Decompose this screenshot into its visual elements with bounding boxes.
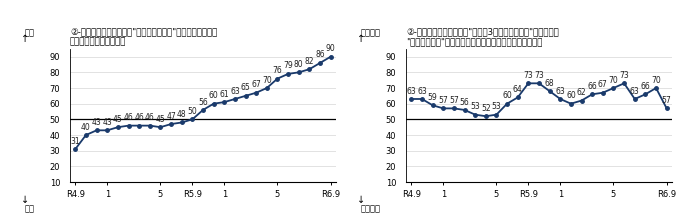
Text: 46: 46 [134, 113, 144, 122]
Text: 70: 70 [262, 75, 272, 85]
Text: 70: 70 [608, 75, 618, 85]
Text: 43: 43 [92, 118, 102, 127]
Text: 50: 50 [188, 107, 197, 116]
Text: 53: 53 [491, 102, 501, 111]
Text: 45: 45 [113, 115, 122, 124]
Text: 43: 43 [102, 118, 112, 127]
Text: 73: 73 [524, 71, 533, 80]
Text: 80: 80 [294, 60, 304, 69]
Text: ②-ア　国内の主食用米の"現在の米価水準"について、どう考
えていますか。（全体）: ②-ア 国内の主食用米の"現在の米価水準"について、どう考 えていますか。（全体… [70, 27, 217, 47]
Text: ↑: ↑ [357, 34, 365, 44]
Text: 57: 57 [438, 96, 448, 105]
Text: 76: 76 [272, 66, 282, 75]
Text: 86: 86 [315, 50, 325, 59]
Text: 63: 63 [555, 87, 565, 95]
Text: 67: 67 [598, 80, 608, 89]
Text: 57: 57 [449, 96, 458, 105]
Text: 31: 31 [71, 137, 80, 146]
Text: 60: 60 [209, 91, 218, 100]
Text: 73: 73 [620, 71, 629, 80]
Text: 63: 63 [230, 87, 240, 95]
Text: 59: 59 [428, 93, 438, 102]
Text: 79: 79 [284, 61, 293, 70]
Text: 66: 66 [640, 82, 650, 91]
Text: 67: 67 [251, 80, 261, 89]
Text: 56: 56 [460, 97, 470, 107]
Text: 46: 46 [124, 113, 134, 122]
Text: 82: 82 [304, 57, 314, 66]
Text: 40: 40 [81, 123, 91, 132]
Text: 66: 66 [587, 82, 597, 91]
Text: 65: 65 [241, 83, 251, 92]
Text: 63: 63 [417, 87, 427, 95]
Text: 56: 56 [198, 97, 208, 107]
Text: 90: 90 [326, 44, 335, 53]
Text: 45: 45 [155, 115, 165, 124]
Text: 高くなる: 高くなる [360, 29, 381, 38]
Text: 61: 61 [220, 90, 229, 99]
Text: 60: 60 [502, 91, 512, 100]
Text: 60: 60 [566, 91, 576, 100]
Text: 63: 63 [630, 87, 640, 95]
Text: ↑: ↑ [21, 34, 29, 44]
Text: 48: 48 [177, 110, 186, 119]
Text: 70: 70 [651, 75, 661, 85]
Text: 68: 68 [545, 79, 554, 88]
Text: 53: 53 [470, 102, 480, 111]
Text: 62: 62 [577, 88, 587, 97]
Text: 低い: 低い [25, 204, 34, 213]
Text: 63: 63 [407, 87, 416, 95]
Text: ↓: ↓ [21, 195, 29, 205]
Text: ↓: ↓ [357, 195, 365, 205]
Text: 低くなる: 低くなる [360, 204, 381, 213]
Text: 52: 52 [481, 104, 491, 113]
Text: 高い: 高い [25, 29, 34, 38]
Text: 64: 64 [513, 85, 523, 94]
Text: ②-イ　国内の主食用米の"向こう3ヶ月の米価水準"について、
"現時点と比較"してどうなると考えていますか。（全体）: ②-イ 国内の主食用米の"向こう3ヶ月の米価水準"について、 "現時点と比較"し… [406, 27, 559, 47]
Text: 46: 46 [145, 113, 155, 122]
Text: 57: 57 [662, 96, 671, 105]
Text: 47: 47 [166, 112, 176, 121]
Text: 73: 73 [534, 71, 544, 80]
